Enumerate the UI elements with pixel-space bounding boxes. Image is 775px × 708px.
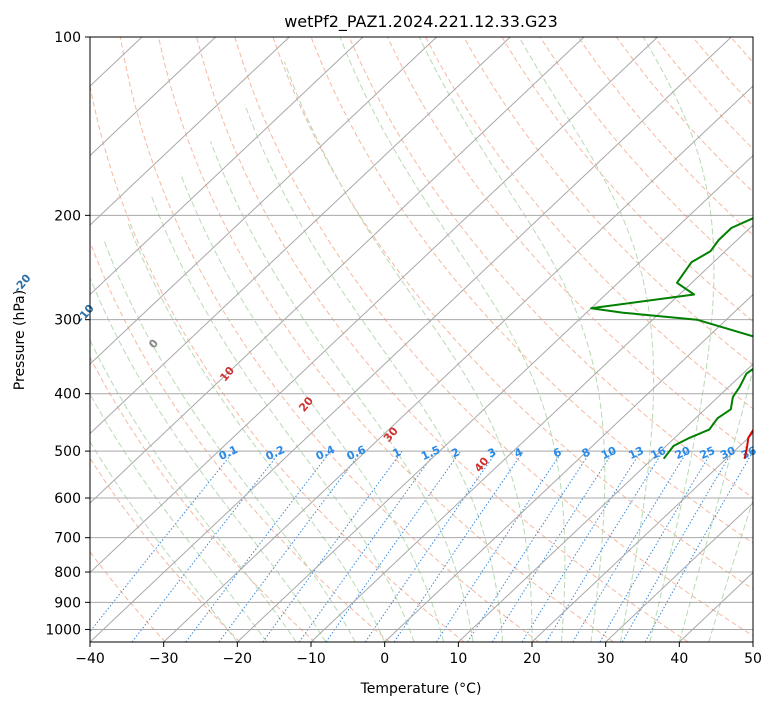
y-tick-label: 400 (54, 387, 81, 403)
dry-adiabat-line (119, 37, 540, 642)
moist-adiabat-line (418, 37, 606, 642)
isotherm-line (90, 37, 732, 642)
background-lines (90, 37, 753, 642)
x-tick-label: 50 (744, 651, 762, 667)
dry-adiabat-line (272, 37, 753, 590)
isotherm-line (90, 37, 658, 574)
dry-adiabat-line (310, 37, 753, 544)
x-tick-label: 40 (670, 651, 688, 667)
x-axis: −40 −30 −20 −10 0 10 20 30 40 50 (75, 642, 762, 667)
x-tick-label: 0 (380, 651, 389, 667)
isotherm-line (531, 432, 753, 642)
y-tick-label: 900 (54, 595, 81, 611)
moist-adiabat-line (283, 61, 533, 642)
mixing-ratio-line (545, 450, 664, 642)
mixing-ratio-label: 13 (627, 444, 646, 462)
mixing-ratio-line (467, 450, 592, 642)
mixing-ratio-label: 30 (718, 444, 738, 462)
mixing-ratio-line (572, 450, 688, 642)
dry-adiabat-line (348, 37, 753, 499)
x-axis-title: Temperature (°C) (360, 681, 482, 697)
isotherm-line (457, 363, 753, 642)
mixing-ratio-label: 25 (698, 444, 717, 462)
moist-adiabat-line (642, 37, 715, 642)
isotherm-line (90, 37, 216, 157)
moist-adiabat-line (90, 392, 268, 642)
moist-adiabat-line (244, 104, 503, 642)
moist-adiabat-line (90, 440, 238, 642)
mixing-ratio-line (262, 450, 403, 642)
y-axis-title: Pressure (hPa) (12, 290, 28, 390)
x-tick-label: 30 (597, 651, 615, 667)
dry-adiabat-line (425, 37, 753, 410)
plot-frame (89, 36, 754, 643)
isotherm-line (236, 154, 753, 642)
y-tick-label: 100 (54, 30, 81, 46)
y-tick-label: 500 (54, 444, 81, 460)
x-tick-label: −20 (223, 651, 253, 667)
y-tick-label: 1000 (45, 622, 81, 638)
isotherm-line (163, 85, 753, 642)
isotherm-line (90, 37, 511, 435)
dry-adiabat-line (90, 240, 390, 642)
mixing-ratio-line (218, 450, 362, 642)
mixing-ratio-line (435, 450, 563, 642)
isotherm-line (90, 37, 364, 296)
moist-adiabat-line (150, 195, 415, 642)
isotherm-line (90, 37, 290, 226)
y-tick-label: 600 (54, 491, 81, 507)
x-tick-label: −40 (75, 651, 105, 667)
mixing-ratio-line (644, 450, 753, 642)
mixing-ratio-label: 10 (599, 444, 619, 462)
y-tick-label: 200 (54, 208, 81, 224)
isotherm-line (384, 293, 753, 642)
dry-adiabat-line (90, 550, 166, 642)
x-tick-label: 20 (523, 651, 541, 667)
moist-adiabat-line (90, 276, 327, 642)
mixing-ratio-line (521, 450, 642, 642)
moist-adiabat-line (518, 37, 655, 642)
isotherm-line (310, 224, 753, 642)
x-tick-label: −10 (296, 651, 326, 667)
isotherm-line (605, 502, 753, 642)
dry-adiabat-line (196, 37, 689, 642)
profile-lines (590, 217, 753, 460)
x-tick-label: 10 (449, 651, 467, 667)
moist-adiabat-line (103, 239, 356, 642)
mixing-ratio-line (185, 450, 332, 642)
x-tick-label: −30 (149, 651, 179, 667)
profile-line (590, 217, 753, 460)
mixing-ratio-line (364, 450, 498, 642)
y-tick-label: 800 (54, 565, 81, 581)
mixing-ratio-line (298, 450, 437, 642)
dry-adiabat-line (90, 457, 241, 642)
moist-adiabat-line (179, 173, 445, 642)
y-tick-label: 300 (54, 313, 81, 329)
dry-adiabat-line (90, 356, 316, 642)
isotherm-line (90, 37, 437, 365)
mixing-ratio-label: 20 (673, 444, 693, 462)
mixing-ratio-line (325, 450, 462, 642)
moist-adiabat-line (127, 221, 386, 642)
isotherm-line (90, 37, 585, 504)
dry-adiabat-line (463, 37, 753, 366)
chart-title: wetPf2_PAZ1.2024.221.12.33.G23 (284, 12, 558, 32)
y-tick-label: 700 (54, 531, 81, 547)
moist-adiabat-line (339, 37, 566, 642)
dry-adiabat-line (90, 83, 465, 642)
y-axis: 100 200 300 400 500 600 700 800 900 1000 (45, 30, 90, 638)
